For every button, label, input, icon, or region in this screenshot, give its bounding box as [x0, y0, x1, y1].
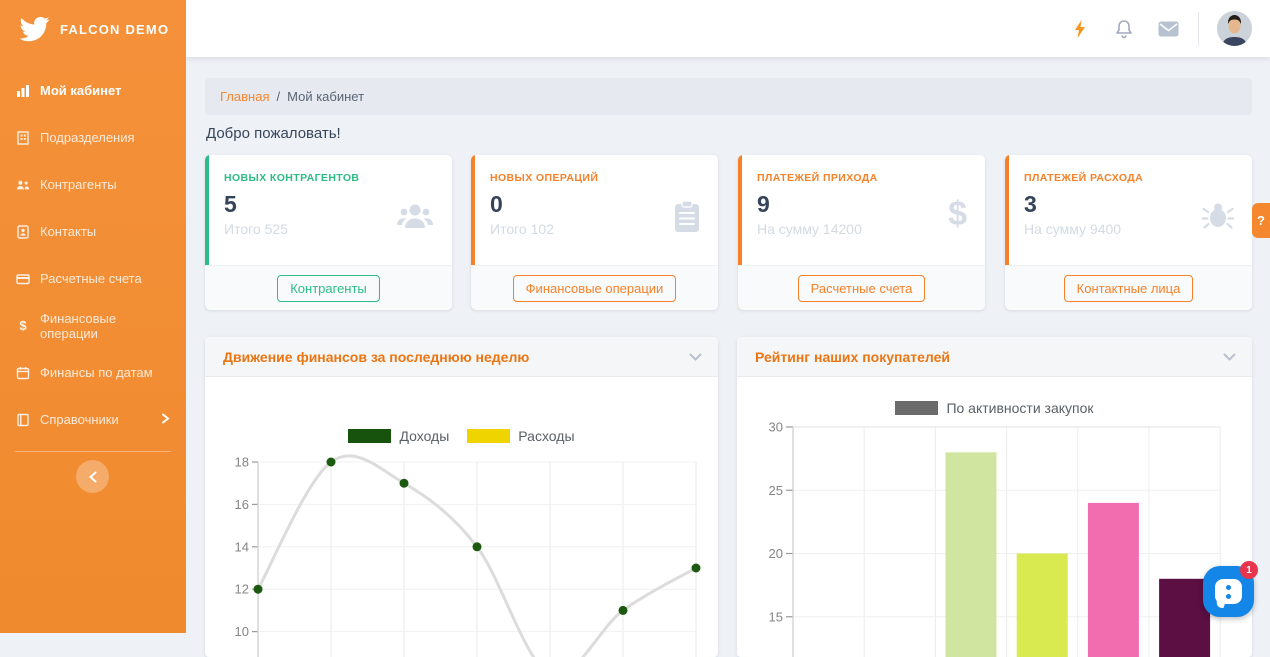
svg-text:30: 30	[769, 420, 783, 435]
brand-name: FALCON DEMO	[60, 22, 169, 37]
sidebar-item-directories[interactable]: Справочники	[0, 396, 186, 443]
sidebar-item-departments[interactable]: Подразделения	[0, 114, 186, 161]
falcon-bird-icon	[18, 13, 50, 45]
topbar-divider	[1198, 12, 1199, 46]
chevron-left-icon	[89, 471, 97, 483]
users-icon	[15, 177, 31, 193]
sidebar-collapse-button[interactable]	[76, 460, 109, 493]
sidebar-item-label: Финансовые операции	[40, 311, 170, 341]
svg-text:25: 25	[769, 483, 783, 498]
contact-persons-button[interactable]: Контактные лица	[1064, 275, 1194, 302]
dollar-icon: $	[948, 195, 967, 234]
sidebar-item-label: Мой кабинет	[40, 83, 121, 98]
chevron-down-icon[interactable]	[1223, 348, 1236, 366]
bug-icon	[1202, 201, 1234, 236]
line-chart-area: Доходы Расходы 18 16 14 12 10	[205, 377, 718, 657]
users-group-icon	[396, 201, 434, 236]
building-icon	[15, 130, 31, 146]
card-footer: Контрагенты	[205, 265, 452, 310]
page-title: Добро пожаловать!	[206, 125, 341, 142]
user-avatar[interactable]	[1217, 11, 1252, 46]
sidebar-item-label: Финансы по датам	[40, 365, 153, 380]
svg-text:20: 20	[769, 546, 783, 561]
credit-card-icon	[15, 271, 31, 287]
card-title: НОВЫХ ОПЕРАЦИЙ	[471, 155, 718, 184]
svg-text:18: 18	[235, 455, 249, 470]
breadcrumb-home-link[interactable]: Главная	[220, 89, 269, 104]
line-chart-legend: Доходы Расходы	[205, 428, 718, 444]
expenses-legend-swatch	[467, 429, 510, 443]
svg-text:10: 10	[235, 624, 249, 639]
chevron-right-icon	[161, 412, 170, 427]
sidebar-item-label: Подразделения	[40, 130, 135, 145]
bell-icon[interactable]	[1102, 0, 1146, 57]
card-footer: Контактные лица	[1005, 265, 1252, 310]
mail-icon[interactable]	[1146, 0, 1190, 57]
accounts-button[interactable]: Расчетные счета	[798, 275, 926, 302]
stat-card-expense-payments: ПЛАТЕЖЕЙ РАСХОДА 3 На сумму 9400 Контакт…	[1005, 155, 1252, 310]
stat-card-new-counterparties: НОВЫХ КОНТРАГЕНТОВ 5 Итого 525 Контраген…	[205, 155, 452, 310]
svg-text:12: 12	[235, 582, 249, 597]
breadcrumb-separator: /	[276, 89, 280, 104]
card-title: ПЛАТЕЖЕЙ РАСХОДА	[1005, 155, 1252, 184]
card-title: НОВЫХ КОНТРАГЕНТОВ	[205, 155, 452, 184]
buyers-bar-chart[interactable]: 30 25 20 15	[737, 377, 1252, 657]
legend-label-expenses: Расходы	[518, 428, 574, 444]
stat-card-new-operations: НОВЫХ ОПЕРАЦИЙ 0 Итого 102 Финансовые оп…	[471, 155, 718, 310]
chart-bar-icon	[15, 83, 31, 99]
legend-label-income: Доходы	[399, 428, 449, 444]
clipboard-icon	[674, 201, 700, 238]
sidebar-item-label: Контакты	[40, 224, 96, 239]
sidebar-item-contacts[interactable]: Контакты	[0, 208, 186, 255]
sidebar-item-counterparties[interactable]: Контрагенты	[0, 161, 186, 208]
svg-text:14: 14	[235, 539, 249, 554]
stat-card-income-payments: ПЛАТЕЖЕЙ ПРИХОДА 9 На сумму 14200 $ Расч…	[738, 155, 985, 310]
panel-header: Движение финансов за последнюю неделю	[205, 337, 718, 377]
activity-legend-swatch	[895, 401, 938, 415]
sidebar-item-my-cabinet[interactable]: Мой кабинет	[0, 67, 186, 114]
sidebar-divider	[15, 451, 171, 452]
svg-text:16: 16	[235, 497, 249, 512]
sidebar-item-label: Контрагенты	[40, 177, 117, 192]
sidebar-item-fin-operations[interactable]: $ Финансовые операции	[0, 302, 186, 349]
sidebar-nav: Мой кабинет Подразделения Контрагенты Ко…	[0, 67, 186, 452]
breadcrumb: Главная / Мой кабинет	[205, 78, 1252, 115]
bar-chart-legend: По активности закупок	[737, 400, 1252, 416]
bolt-icon[interactable]	[1058, 0, 1102, 57]
chat-widget-button[interactable]: 1	[1203, 566, 1254, 617]
finance-movement-panel: Движение финансов за последнюю неделю До…	[205, 337, 718, 657]
chat-bubble-icon	[1215, 579, 1242, 604]
chat-unread-badge: 1	[1240, 561, 1258, 579]
income-legend-swatch	[348, 429, 391, 443]
sidebar: FALCON DEMO Мой кабинет Подразделения Ко…	[0, 0, 186, 633]
card-footer: Финансовые операции	[471, 265, 718, 310]
panel-title: Рейтинг наших покупателей	[755, 349, 950, 365]
help-tab[interactable]: ?	[1252, 203, 1270, 238]
breadcrumb-current: Мой кабинет	[287, 89, 364, 104]
fin-operations-button[interactable]: Финансовые операции	[513, 275, 677, 302]
panel-title: Движение финансов за последнюю неделю	[223, 349, 529, 365]
svg-text:15: 15	[769, 609, 783, 624]
topbar	[186, 0, 1270, 57]
chevron-down-icon[interactable]	[689, 348, 702, 366]
sidebar-item-label: Расчетные счета	[40, 271, 142, 286]
book-icon	[15, 412, 31, 428]
bar-chart-area: По активности закупок 30 25 20 15	[737, 377, 1252, 657]
legend-label-activity: По активности закупок	[946, 400, 1093, 416]
panel-header: Рейтинг наших покупателей	[737, 337, 1252, 377]
help-question-icon: ?	[1257, 213, 1265, 228]
buyers-rating-panel: Рейтинг наших покупателей По активности …	[737, 337, 1252, 657]
dollar-icon: $	[15, 318, 31, 334]
sidebar-item-fin-by-dates[interactable]: Финансы по датам	[0, 349, 186, 396]
sidebar-item-accounts[interactable]: Расчетные счета	[0, 255, 186, 302]
address-book-icon	[15, 224, 31, 240]
card-footer: Расчетные счета	[738, 265, 985, 310]
finance-line-chart[interactable]: 18 16 14 12 10	[205, 377, 718, 657]
sidebar-item-label: Справочники	[40, 412, 119, 427]
counterparties-button[interactable]: Контрагенты	[277, 275, 380, 302]
brand-logo[interactable]: FALCON DEMO	[0, 0, 186, 57]
calendar-icon	[15, 365, 31, 381]
card-title: ПЛАТЕЖЕЙ ПРИХОДА	[738, 155, 985, 184]
